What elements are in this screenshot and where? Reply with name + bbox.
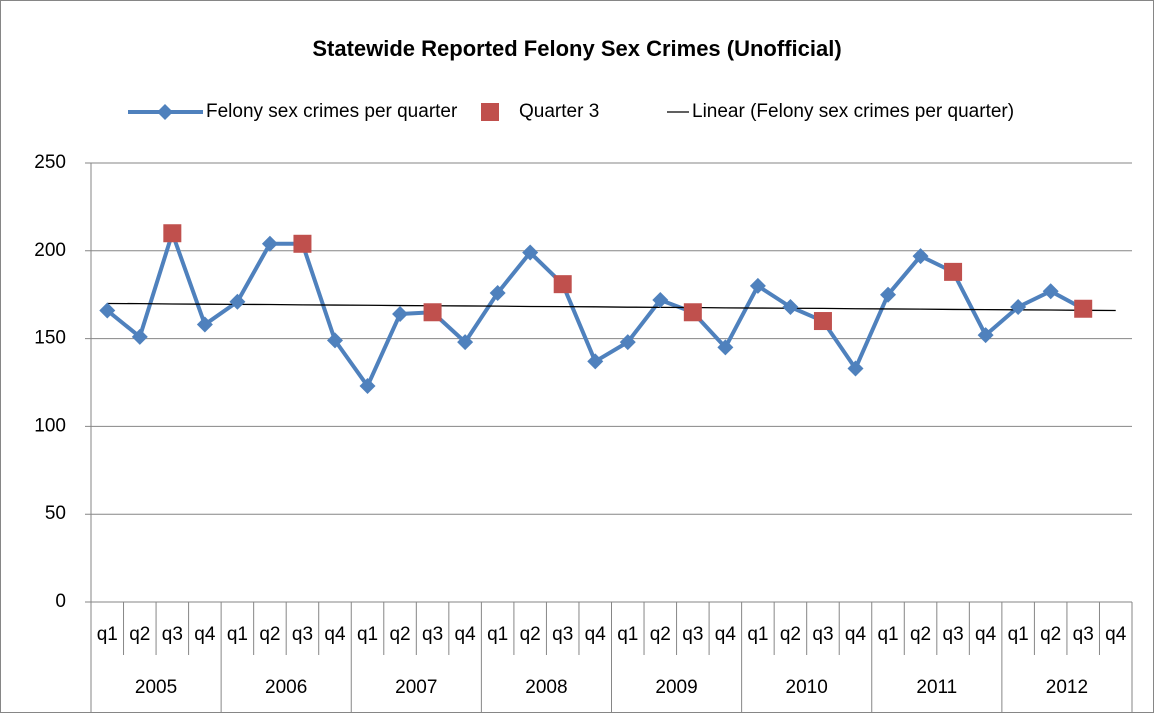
point-marker xyxy=(99,302,116,319)
x-tick-label: q4 xyxy=(715,624,737,645)
point-marker xyxy=(652,291,669,308)
year-label: 2011 xyxy=(916,677,957,698)
point-marker xyxy=(683,303,702,322)
x-tick-label: q1 xyxy=(877,624,898,645)
x-tick-label: q2 xyxy=(910,624,931,645)
x-tick-label: q2 xyxy=(129,624,150,645)
point-marker xyxy=(1042,283,1059,300)
point-marker xyxy=(880,286,897,303)
x-tick-label: q3 xyxy=(292,624,313,645)
x-tick-label: q4 xyxy=(845,624,867,645)
x-tick-label: q1 xyxy=(97,624,118,645)
x-tick-label: q4 xyxy=(324,624,346,645)
x-tick-label: q4 xyxy=(975,624,997,645)
year-label: 2010 xyxy=(786,677,828,698)
y-tick-label: 100 xyxy=(34,415,66,436)
y-tick-label: 250 xyxy=(34,152,66,173)
point-marker xyxy=(326,332,343,349)
x-tick-label: q2 xyxy=(780,624,801,645)
point-marker xyxy=(392,306,409,323)
y-tick-label: 150 xyxy=(34,328,66,349)
point-marker xyxy=(261,235,278,252)
x-tick-label: q3 xyxy=(162,624,183,645)
point-marker xyxy=(1010,298,1027,315)
point-marker xyxy=(423,303,442,322)
legend-label: Felony sex crimes per quarter xyxy=(206,101,458,122)
x-tick-label: q1 xyxy=(747,624,768,645)
point-marker xyxy=(912,248,929,265)
year-label: 2005 xyxy=(135,677,177,698)
x-tick-label: q2 xyxy=(520,624,541,645)
x-tick-label: q1 xyxy=(617,624,638,645)
y-tick-label: 0 xyxy=(55,591,66,612)
year-label: 2007 xyxy=(395,677,437,698)
point-marker xyxy=(457,334,474,351)
legend-swatch xyxy=(157,104,173,120)
point-marker xyxy=(229,293,246,310)
year-label: 2009 xyxy=(655,677,697,698)
legend-swatch xyxy=(481,103,499,121)
x-tick-label: q1 xyxy=(357,624,378,645)
x-tick-label: q3 xyxy=(812,624,833,645)
point-marker xyxy=(359,378,376,395)
chart-title: Statewide Reported Felony Sex Crimes (Un… xyxy=(312,36,841,61)
point-marker xyxy=(813,312,832,331)
point-marker xyxy=(553,275,572,294)
x-tick-label: q2 xyxy=(650,624,671,645)
point-marker xyxy=(587,353,604,370)
x-tick-label: q3 xyxy=(422,624,443,645)
legend-label: Quarter 3 xyxy=(519,101,599,122)
x-tick-label: q4 xyxy=(1105,624,1127,645)
y-tick-label: 200 xyxy=(34,240,66,261)
x-tick-label: q3 xyxy=(552,624,573,645)
x-tick-label: q2 xyxy=(1040,624,1061,645)
year-label: 2006 xyxy=(265,677,307,698)
point-marker xyxy=(717,339,734,356)
x-tick-label: q1 xyxy=(227,624,248,645)
point-marker xyxy=(782,298,799,315)
x-tick-label: q1 xyxy=(1008,624,1029,645)
x-tick-label: q4 xyxy=(455,624,477,645)
point-marker xyxy=(749,277,766,294)
y-tick-label: 50 xyxy=(45,503,66,524)
point-marker xyxy=(196,316,213,333)
x-tick-label: q2 xyxy=(259,624,280,645)
point-marker xyxy=(1074,299,1093,318)
x-tick-label: q3 xyxy=(1073,624,1094,645)
x-tick-label: q3 xyxy=(682,624,703,645)
x-tick-label: q4 xyxy=(585,624,607,645)
point-marker xyxy=(619,334,636,351)
x-tick-label: q3 xyxy=(943,624,964,645)
point-marker xyxy=(522,244,539,261)
point-marker xyxy=(489,284,506,301)
point-marker xyxy=(293,234,312,253)
x-tick-label: q2 xyxy=(389,624,410,645)
point-marker xyxy=(131,328,148,345)
year-label: 2008 xyxy=(525,677,567,698)
series-line xyxy=(107,302,1116,312)
x-tick-label: q4 xyxy=(194,624,216,645)
point-marker xyxy=(847,360,864,377)
x-tick-label: q1 xyxy=(487,624,508,645)
point-marker xyxy=(163,224,182,243)
year-label: 2012 xyxy=(1046,677,1088,698)
point-marker xyxy=(977,327,994,344)
legend-label: Linear (Felony sex crimes per quarter) xyxy=(692,101,1014,122)
point-marker xyxy=(944,262,963,281)
